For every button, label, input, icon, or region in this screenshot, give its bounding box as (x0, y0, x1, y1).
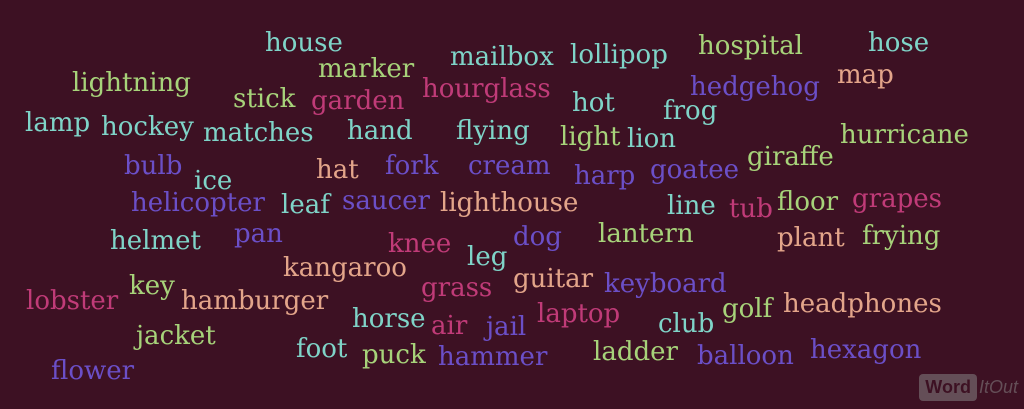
word-hand: hand (347, 116, 413, 146)
word-garden: garden (311, 86, 405, 116)
word-golf: golf (722, 294, 773, 324)
word-grapes: grapes (852, 184, 942, 214)
word-frog: frog (663, 96, 718, 126)
word-map: map (837, 60, 894, 90)
word-jail: jail (486, 312, 527, 342)
word-pan: pan (234, 219, 283, 249)
word-hat: hat (316, 155, 359, 185)
word-guitar: guitar (513, 264, 594, 294)
word-lightning: lightning (72, 68, 191, 98)
word-kangaroo: kangaroo (283, 253, 407, 283)
word-house: house (265, 28, 343, 58)
word-bulb: bulb (124, 151, 183, 181)
word-hexagon: hexagon (810, 335, 922, 365)
word-frying: frying (862, 221, 941, 251)
word-harp: harp (574, 161, 636, 191)
wordit-out-logo: Word It Out (919, 373, 1018, 401)
word-helmet: helmet (110, 226, 201, 256)
word-keyboard: keyboard (604, 269, 727, 299)
word-lobster: lobster (26, 286, 119, 316)
word-lamp: lamp (25, 108, 91, 138)
word-horse: horse (352, 304, 426, 334)
word-lollipop: lollipop (570, 40, 668, 70)
word-mailbox: mailbox (450, 42, 554, 72)
logo-it: It (978, 376, 989, 397)
word-hedgehog: hedgehog (690, 72, 820, 102)
word-puck: puck (362, 340, 426, 370)
word-floor: floor (777, 187, 839, 217)
word-headphones: headphones (783, 289, 942, 319)
word-hot: hot (572, 88, 615, 118)
word-balloon: balloon (697, 341, 794, 371)
word-marker: marker (318, 54, 415, 84)
word-laptop: laptop (537, 299, 621, 329)
word-lion: lion (627, 124, 677, 154)
logo-word: Word (919, 373, 977, 401)
word-air: air (431, 311, 468, 341)
word-hamburger: hamburger (181, 286, 329, 316)
word-stick: stick (233, 84, 296, 114)
word-tub: tub (729, 194, 773, 224)
word-jacket: jacket (136, 321, 216, 351)
word-hurricane: hurricane (840, 120, 969, 150)
word-hammer: hammer (438, 342, 548, 372)
logo-out: Out (988, 376, 1018, 397)
word-plant: plant (777, 223, 845, 253)
word-hose: hose (868, 28, 930, 58)
word-knee: knee (388, 229, 452, 259)
word-leg: leg (467, 242, 508, 272)
word-fork: fork (385, 151, 439, 181)
word-ice: ice (194, 166, 233, 196)
word-matches: matches (203, 118, 314, 148)
word-dog: dog (513, 222, 562, 252)
word-light: light (560, 122, 621, 152)
word-foot: foot (296, 334, 348, 364)
word-saucer: saucer (342, 186, 430, 216)
word-lighthouse: lighthouse (440, 188, 579, 218)
word-flower: flower (51, 356, 135, 386)
word-giraffe: giraffe (747, 142, 834, 172)
word-helicopter: helicopter (131, 188, 265, 218)
word-ladder: ladder (593, 337, 678, 367)
word-leaf: leaf (281, 190, 330, 220)
word-hourglass: hourglass (422, 74, 551, 104)
word-hospital: hospital (698, 31, 803, 61)
word-goatee: goatee (650, 155, 740, 185)
word-cream: cream (468, 151, 551, 181)
word-grass: grass (421, 273, 493, 303)
word-lantern: lantern (598, 219, 694, 249)
word-hockey: hockey (101, 112, 194, 142)
word-key: key (129, 271, 175, 301)
word-flying: flying (456, 116, 530, 146)
word-line: line (667, 191, 716, 221)
word-club: club (658, 309, 715, 339)
